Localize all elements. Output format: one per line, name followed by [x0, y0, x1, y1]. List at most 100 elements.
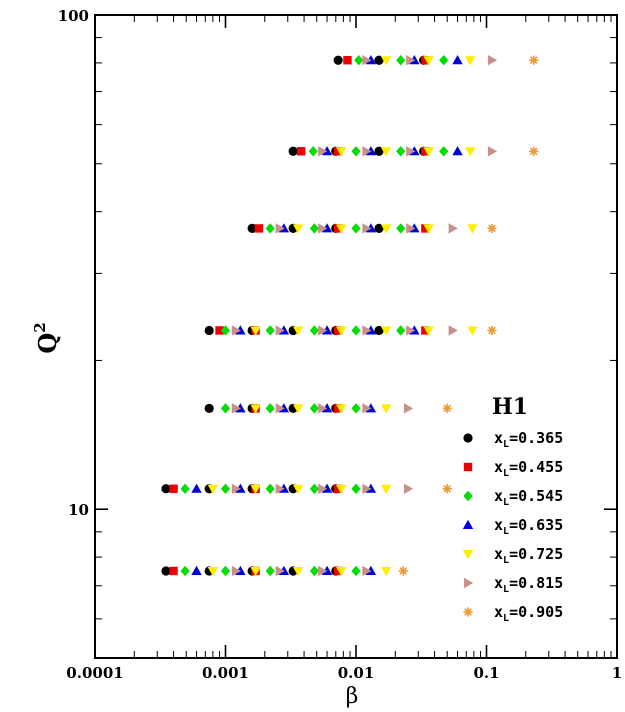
data-point-square: [169, 484, 178, 493]
asterisk-stroke: [443, 404, 452, 413]
data-point-triangle-down: [335, 566, 347, 577]
data-point-triangle-down: [423, 56, 434, 66]
legend-marker-triangle-right: [464, 577, 474, 589]
data-point-circle: [374, 223, 384, 234]
data-point-triangle-down: [292, 224, 304, 234]
data-point-triangle-down: [423, 224, 434, 234]
data-point-triangle-right: [362, 55, 372, 66]
legend-label: xL=0.545: [494, 487, 563, 508]
data-point-triangle-down: [207, 566, 219, 577]
data-point-square: [333, 566, 343, 576]
data-point-diamond: [220, 483, 231, 494]
data-point-triangle-right: [487, 146, 498, 157]
data-point-triangle-right: [362, 325, 372, 336]
data-point-square: [421, 224, 430, 233]
data-point-triangle-up: [321, 403, 333, 413]
data-point-diamond: [180, 483, 190, 494]
data-point-triangle-right: [362, 146, 372, 157]
data-point-triangle-down: [335, 404, 347, 414]
data-point-diamond: [351, 146, 361, 157]
data-point-triangle-down: [423, 326, 434, 336]
y-axis-title: Q2: [31, 322, 62, 353]
data-point-triangle-down: [207, 484, 219, 494]
data-point-triangle-right: [406, 325, 416, 336]
data-point-diamond: [265, 403, 275, 414]
data-point-diamond: [351, 483, 361, 494]
data-point-square: [333, 224, 343, 233]
data-point-triangle-down: [292, 484, 304, 494]
data-point-diamond: [220, 325, 231, 336]
data-point-triangle-down: [292, 566, 304, 577]
data-point-triangle-right: [275, 403, 285, 414]
data-point-asterisk: [442, 403, 452, 413]
data-point-triangle-up: [321, 325, 333, 335]
data-point-triangle-right: [231, 325, 242, 336]
asterisk-stroke: [488, 224, 496, 233]
legend-title: H1: [492, 394, 528, 420]
data-point-square: [296, 147, 306, 156]
data-point-square: [254, 224, 264, 233]
data-point-triangle-down: [250, 566, 261, 577]
data-point-triangle-right: [318, 565, 328, 577]
data-point-circle: [161, 566, 171, 576]
data-point-circle: [204, 325, 214, 336]
data-point-diamond: [396, 325, 406, 336]
data-point-triangle-down: [292, 326, 304, 336]
data-point-circle: [374, 146, 384, 156]
data-point-square: [421, 56, 430, 65]
data-point-triangle-right: [231, 483, 242, 494]
legend-label: xL=0.905: [494, 603, 563, 624]
data-point-triangle-up: [191, 565, 202, 575]
data-point-asterisk: [529, 146, 539, 156]
legend-marker-asterisk: [463, 607, 473, 617]
data-point-diamond: [265, 223, 275, 234]
data-point-triangle-down: [250, 404, 261, 414]
y-tick-label: 100: [58, 7, 89, 25]
x-tick-label: 0.001: [202, 664, 249, 682]
data-point-circle: [374, 325, 384, 336]
data-point-triangle-right: [318, 403, 328, 414]
data-point-asterisk: [529, 55, 539, 65]
data-point-square: [333, 404, 343, 413]
data-point-triangle-down: [464, 147, 476, 157]
asterisk-stroke: [529, 147, 538, 156]
data-point-square: [333, 484, 343, 493]
data-point-diamond: [309, 325, 320, 336]
data-point-square: [169, 566, 178, 576]
legend-marker-circle: [463, 433, 473, 443]
data-point-asterisk: [442, 484, 452, 494]
data-point-diamond: [439, 146, 449, 157]
data-point-triangle-down: [335, 224, 347, 234]
data-point-triangle-down: [423, 147, 434, 157]
data-point-triangle-right: [448, 325, 458, 336]
data-point-diamond: [354, 55, 364, 66]
data-point-diamond: [265, 325, 275, 336]
data-point-asterisk: [398, 566, 408, 576]
data-point-triangle-right: [318, 325, 328, 336]
data-point-circle: [333, 55, 343, 65]
legend-label: xL=0.635: [494, 516, 563, 537]
data-point-diamond: [309, 565, 320, 577]
x-axis-title: β: [346, 684, 359, 709]
data-point-square: [421, 147, 430, 156]
data-point-triangle-down: [380, 326, 392, 336]
data-point-triangle-up: [452, 146, 463, 156]
legend: H1 xL=0.365 xL=0.455 xL=0.545 xL=0.635 xL=0.…: [462, 394, 563, 624]
legend-label: xL=0.365: [494, 429, 563, 450]
data-point-triangle-right: [318, 146, 328, 157]
data-point-diamond: [439, 55, 449, 66]
data-point-triangle-down: [464, 56, 476, 66]
data-point-square: [333, 147, 343, 156]
data-point-triangle-down: [292, 404, 304, 414]
data-point-circle: [247, 223, 257, 234]
data-point-triangle-down: [335, 147, 347, 157]
data-point-square: [421, 326, 430, 335]
legend-marker-triangle-up: [462, 519, 474, 529]
data-point-diamond: [309, 223, 320, 234]
data-point-triangle-up: [321, 223, 333, 233]
data-point-triangle-right: [406, 146, 416, 157]
data-point-diamond: [308, 146, 318, 157]
data-point-circle: [288, 146, 298, 156]
data-point-triangle-down: [467, 224, 478, 234]
data-point-triangle-down: [380, 566, 392, 577]
